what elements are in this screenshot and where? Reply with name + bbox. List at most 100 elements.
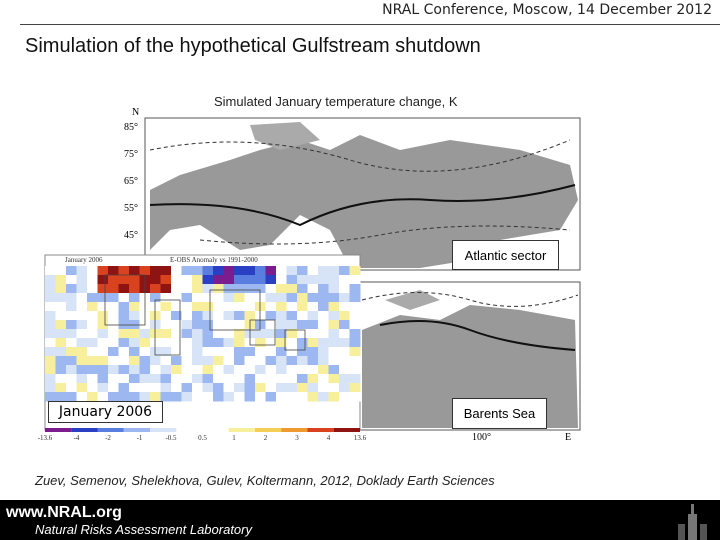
anomaly-cell [150,284,161,294]
anomaly-cell [213,347,224,357]
anomaly-cell [55,365,67,375]
anomaly-cell [307,311,319,321]
anomaly-cell [328,329,340,339]
anomaly-cell [118,347,130,357]
anomaly-cell [55,320,67,330]
anomaly-cell [339,275,350,285]
anomaly-cell [349,338,361,348]
anomaly-cell [213,275,224,285]
anomaly-cell [108,347,119,357]
anomaly-cell [297,356,308,366]
anomaly-cell [213,338,224,348]
anomaly-cell [55,266,67,276]
anomaly-cell [97,356,109,366]
anomaly-cell [307,329,319,339]
anomaly-cell [286,356,298,366]
anomaly-cell [318,275,329,285]
anomaly-cell [339,365,350,375]
colorbar-label: 3 [295,434,299,442]
anomaly-cell [328,356,340,366]
anomaly-cell [297,374,308,384]
anomaly-cell [45,383,56,393]
anomaly-map: January 2006 E-OBS Anomaly vs 1991-2000 … [38,254,367,442]
colorbar-label: 13.6 [354,434,367,442]
map-heading: January 2006 [65,256,103,264]
anomaly-cell [318,293,329,303]
colorbar-label: 0.5 [198,434,207,442]
anomaly-cell [202,365,214,375]
anomaly-cell [118,302,130,312]
anomaly-cell [265,383,277,393]
lon-label: 100° [472,432,491,443]
anomaly-cell [255,338,266,348]
anomaly-cell [213,374,224,384]
anomaly-cell [265,347,277,357]
anomaly-cell [297,320,308,330]
anomaly-cell [171,347,182,357]
anomaly-cell [87,374,98,384]
colorbar-swatch [281,428,308,432]
anomaly-cell [255,383,266,393]
anomaly-cell [55,329,67,339]
anomaly-cell [339,347,350,357]
anomaly-cell [55,311,67,321]
anomaly-cell [202,293,214,303]
anomaly-cell [118,338,130,348]
anomaly-cell [171,383,182,393]
anomaly-cell [234,302,245,312]
anomaly-cell [150,356,161,366]
contour [199,225,571,245]
anomaly-cell [307,284,319,294]
colorbar-swatch [71,428,98,432]
anomaly-cell [318,374,329,384]
anomaly-cell [234,293,245,303]
anomaly-cell [244,275,256,285]
anomaly-cell [318,329,329,339]
anomaly-cell [118,275,130,285]
anomaly-cell [150,266,161,276]
anomaly-cell [192,383,203,393]
anomaly-cell [307,293,319,303]
anomaly-cell [286,275,298,285]
anomaly-cell [213,383,224,393]
anomaly-cell [76,356,88,366]
anomaly-cell [276,383,287,393]
anomaly-cell [223,302,235,312]
footer-lab: Natural Risks Assessment Laboratory [35,522,252,537]
anomaly-cell [223,374,235,384]
anomaly-cell [171,302,182,312]
anomaly-cell [181,284,193,294]
anomaly-cell [318,392,329,402]
contour [361,292,579,307]
anomaly-cell [213,365,224,375]
anomaly-cell [87,284,98,294]
anomaly-cell [265,365,277,375]
anomaly-cell [45,356,56,366]
anomaly-cell [150,392,161,402]
upper-map: N 85° 75° 65° 55° 45° [124,107,581,271]
anomaly-cell [349,293,361,303]
anomaly-cell [276,293,287,303]
colorbar-swatch [255,428,282,432]
anomaly-cell [297,293,308,303]
anomaly-cell [213,329,224,339]
colorbar-label: -0.5 [165,434,177,442]
anomaly-cell [171,374,182,384]
anomaly-cell [234,320,245,330]
footer: www.NRAL.org Natural Risks Assessment La… [0,500,720,540]
anomaly-cell [192,284,203,294]
map-label: January 2006 [48,401,163,423]
anomaly-cell [286,266,298,276]
anomaly-cell [45,347,56,357]
colorbar-swatch [97,428,124,432]
anomaly-cell [160,275,172,285]
anomaly-cell [297,383,308,393]
anomaly-cell [234,365,245,375]
anomaly-cell [339,374,350,384]
anomaly-cell [87,293,98,303]
anomaly-cell [129,365,140,375]
anomaly-cell [160,284,172,294]
anomaly-cell [160,320,172,330]
anomaly-cell [118,311,130,321]
anomaly-cell [76,284,88,294]
